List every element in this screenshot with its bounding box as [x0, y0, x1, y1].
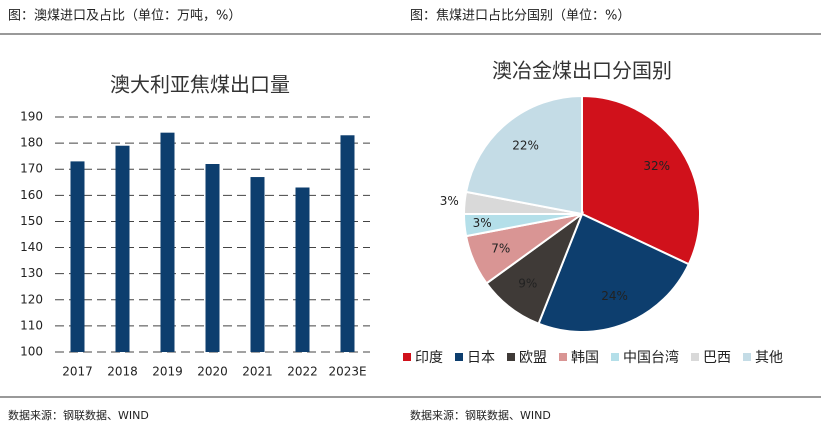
- legend-swatch: [691, 353, 699, 361]
- x-tick-label: 2019: [152, 365, 183, 379]
- data-label: 3%: [473, 216, 492, 230]
- chart-title: 澳大利亚焦煤出口量: [110, 73, 290, 97]
- legend-swatch: [403, 353, 411, 361]
- legend-label: 其他: [755, 350, 783, 366]
- legend-swatch: [507, 353, 515, 361]
- bar: [160, 132, 175, 352]
- y-tick-label: 130: [20, 266, 43, 280]
- pie-slice: [537, 212, 691, 333]
- bar: [250, 177, 265, 352]
- bar: [115, 145, 130, 352]
- legend-swatch: [455, 353, 463, 361]
- x-tick-label: 2017: [62, 365, 93, 379]
- y-tick-label: 140: [20, 240, 43, 254]
- y-tick-label: 160: [20, 188, 43, 202]
- legend-label: 巴西: [703, 350, 731, 366]
- bar: [295, 187, 310, 352]
- x-tick-label: 2023E: [328, 365, 366, 379]
- legend-swatch: [559, 353, 567, 361]
- caption: 图：澳煤进口及占比（单位：万吨，%）: [8, 8, 241, 24]
- y-tick-label: 150: [20, 214, 43, 228]
- pie-slice: [581, 94, 701, 266]
- y-tick-label: 180: [20, 136, 43, 150]
- x-tick-label: 2021: [242, 365, 273, 379]
- bar: [205, 164, 220, 352]
- y-tick-label: 170: [20, 162, 43, 176]
- bar: [70, 161, 85, 352]
- data-label: 9%: [518, 276, 537, 290]
- data-label: 24%: [601, 289, 628, 303]
- chart-title: 澳冶金煤出口分国别: [492, 59, 672, 83]
- legend-swatch: [743, 353, 751, 361]
- y-tick-label: 120: [20, 292, 43, 306]
- y-tick-label: 110: [20, 318, 43, 332]
- y-tick-label: 100: [20, 345, 43, 359]
- y-tick-label: 190: [20, 110, 43, 124]
- data-label: 22%: [512, 138, 539, 152]
- legend-label: 中国台湾: [623, 349, 679, 366]
- source: 数据来源：钢联数据、WIND: [8, 408, 149, 422]
- legend-label: 韩国: [571, 350, 599, 366]
- pie-slice: [464, 94, 583, 216]
- data-label: 32%: [643, 159, 670, 173]
- data-label: 3%: [440, 194, 459, 208]
- data-label: 7%: [491, 242, 510, 256]
- x-tick-label: 2022: [287, 365, 318, 379]
- caption: 图：焦煤进口占比分国别（单位：%）: [410, 9, 630, 24]
- legend-label: 印度: [415, 350, 443, 366]
- source: 数据来源：钢联数据、WIND: [410, 408, 551, 422]
- x-tick-label: 2020: [197, 365, 228, 379]
- x-tick-label: 2018: [107, 365, 138, 379]
- legend-label: 日本: [467, 350, 495, 366]
- bar: [340, 135, 355, 352]
- legend-label: 欧盟: [519, 350, 547, 366]
- legend-swatch: [611, 353, 619, 361]
